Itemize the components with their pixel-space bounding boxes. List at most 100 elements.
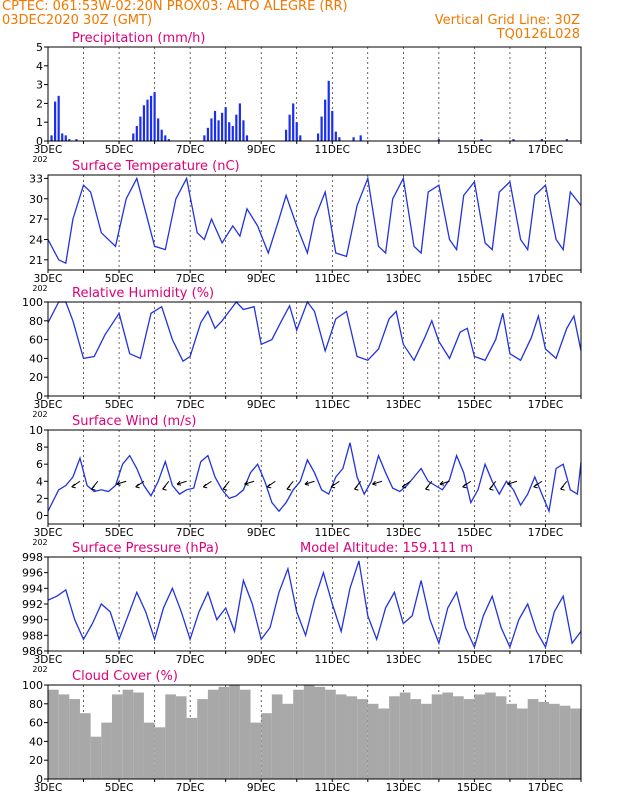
precip-bar bbox=[217, 120, 220, 141]
wind-arrow-head bbox=[425, 485, 430, 491]
precip-bar bbox=[61, 133, 64, 141]
y-tick-label: 100 bbox=[22, 296, 43, 309]
x-year-label: 202 bbox=[32, 155, 47, 164]
cloud-bar bbox=[261, 713, 272, 779]
x-tick-label: 17DEC bbox=[528, 144, 563, 156]
wind-arrow bbox=[176, 480, 187, 485]
cloud-bar bbox=[303, 685, 315, 779]
y-tick-label: 40 bbox=[29, 352, 43, 365]
x-tick-label: 7DEC bbox=[176, 273, 205, 285]
precip-bar bbox=[238, 103, 241, 141]
panel-3: 0 2 4 6 8 10 3DEC 5DEC 7DEC 9DEC 11DEC 13DEC 15DEC 17… bbox=[29, 414, 582, 547]
panel-frame bbox=[47, 46, 582, 142]
y-tick-label: 24 bbox=[29, 233, 43, 246]
x-tick-label: 3DEC bbox=[34, 527, 63, 539]
x-year-label: 202 bbox=[32, 284, 47, 293]
cloud-bar bbox=[410, 699, 422, 779]
x-tick-label: 7DEC bbox=[176, 527, 205, 539]
precip-bar bbox=[316, 133, 320, 141]
precip-bar bbox=[206, 127, 209, 141]
wind-arrow bbox=[304, 480, 315, 485]
precip-bar bbox=[139, 116, 142, 141]
cloud-bar bbox=[165, 694, 176, 779]
header-date: 03DEC2020 30Z (GMT) bbox=[2, 13, 153, 28]
precip-bar bbox=[320, 116, 323, 141]
y-tick-label: 2 bbox=[36, 97, 43, 110]
y-tick-label: 80 bbox=[29, 315, 43, 328]
y-tick-label: 986 bbox=[22, 645, 43, 658]
y-tick-label: 988 bbox=[22, 629, 43, 642]
wind-arrow-head bbox=[439, 480, 445, 486]
x-tick-label: 5DEC bbox=[105, 399, 134, 411]
precip-bar bbox=[295, 122, 298, 141]
x-tick-label: 7DEC bbox=[176, 782, 205, 794]
x-tick-label: 15DEC bbox=[457, 273, 492, 285]
precip-bar bbox=[228, 122, 231, 141]
y-tick-label: 20 bbox=[29, 754, 43, 767]
panel-4: 986 988 990 992 994 996 998 3DEC 5DEC 7DEC 9DEC 11D… bbox=[22, 541, 582, 674]
cloud-bar bbox=[175, 696, 187, 779]
x-tick-label: 9DEC bbox=[247, 654, 276, 666]
wind-arrow bbox=[372, 480, 383, 485]
cloud-bar bbox=[239, 689, 251, 779]
precip-bar bbox=[164, 135, 167, 141]
wind-arrow bbox=[244, 480, 255, 485]
x-tick-label: 13DEC bbox=[386, 527, 421, 539]
precip-bar bbox=[334, 131, 337, 141]
x-tick-label: 3DEC bbox=[34, 399, 63, 411]
x-tick-label: 5DEC bbox=[105, 782, 134, 794]
precip-bar bbox=[213, 110, 217, 141]
cloud-bar bbox=[154, 727, 166, 779]
x-year-label: 202 bbox=[32, 538, 47, 547]
wind-arrow-head bbox=[176, 480, 182, 486]
x-tick-label: 7DEC bbox=[176, 144, 205, 156]
precip-bar bbox=[359, 135, 362, 141]
cloud-bar bbox=[218, 686, 230, 779]
x-tick-label: 11DEC bbox=[315, 654, 350, 666]
wind-arrow-head bbox=[330, 483, 336, 489]
precip-bar bbox=[331, 110, 334, 141]
y-tick-label: 40 bbox=[29, 735, 43, 748]
wind-arrow bbox=[507, 480, 518, 485]
cloud-bar bbox=[197, 699, 208, 779]
series-line bbox=[47, 442, 582, 514]
header-line1: CPTEC: 061:53W-02:20N PROX03: ALTO ALEGR… bbox=[2, 0, 348, 14]
cloud-bar bbox=[101, 722, 112, 779]
panel-2: 0 20 40 60 80 100 3DEC 5DEC 7DEC 9DEC 11DEC 13DEC 15… bbox=[22, 286, 582, 419]
precip-bar bbox=[157, 118, 160, 141]
cloud-bar bbox=[111, 694, 123, 779]
header-model-code: TQ0126L028 bbox=[496, 27, 580, 42]
precip-bar bbox=[480, 139, 483, 141]
cloud-bar bbox=[389, 696, 400, 779]
cloud-bar bbox=[357, 699, 368, 779]
y-tick-label: 992 bbox=[22, 598, 43, 611]
precip-bar bbox=[132, 133, 135, 141]
cloud-bar bbox=[133, 692, 144, 779]
precip-bar bbox=[292, 103, 295, 141]
cloud-bar bbox=[314, 686, 326, 779]
x-tick-label: 15DEC bbox=[457, 399, 492, 411]
series-line bbox=[47, 300, 582, 363]
header-grid-note: Vertical Grid Line: 30Z bbox=[434, 13, 580, 28]
x-tick-label: 11DEC bbox=[315, 527, 350, 539]
x-tick-label: 13DEC bbox=[386, 654, 421, 666]
x-tick-label: 3DEC bbox=[34, 654, 63, 666]
panel-title: Precipitation (mm/h) bbox=[72, 31, 205, 46]
y-tick-label: 33 bbox=[29, 172, 43, 185]
x-tick-label: 3DEC bbox=[34, 273, 63, 285]
y-tick-label: 1 bbox=[36, 116, 43, 129]
cloud-bar bbox=[485, 692, 496, 779]
precip-bar bbox=[75, 139, 78, 141]
cloud-bar bbox=[367, 703, 379, 779]
x-year-label: 202 bbox=[32, 665, 47, 674]
y-tick-label: 60 bbox=[29, 717, 43, 730]
cloud-bar bbox=[122, 689, 134, 779]
x-tick-label: 13DEC bbox=[386, 399, 421, 411]
x-tick-label: 5DEC bbox=[105, 527, 134, 539]
wind-arrow-head bbox=[489, 485, 494, 491]
x-tick-label: 7DEC bbox=[176, 654, 205, 666]
cloud-bar bbox=[527, 699, 539, 779]
precip-bar bbox=[149, 95, 153, 141]
y-tick-label: 994 bbox=[22, 582, 43, 595]
y-tick-label: 20 bbox=[29, 371, 43, 384]
